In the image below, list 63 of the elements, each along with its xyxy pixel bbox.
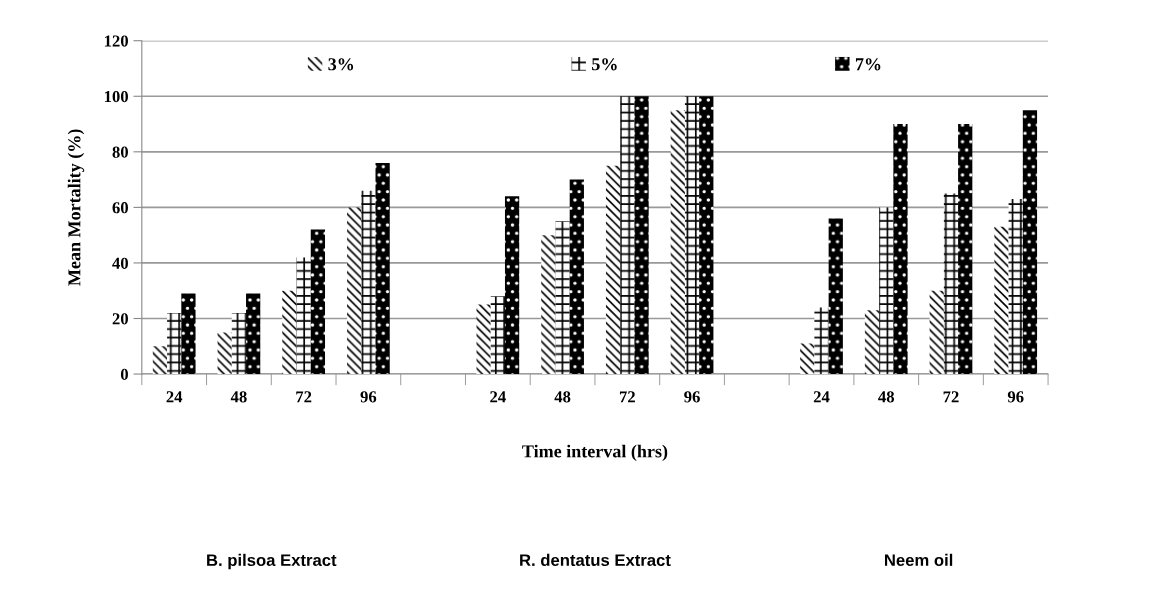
x-tick-label: 96 <box>360 391 377 403</box>
x-tick-label: 24 <box>490 391 506 403</box>
text: Neem oil <box>884 553 953 567</box>
x-tick-label: 48 <box>230 391 247 403</box>
bar <box>814 307 829 375</box>
y-tick-label: 0 <box>120 368 128 381</box>
bar <box>296 257 311 375</box>
bar <box>476 304 491 375</box>
x-tick-label: 24 <box>166 391 183 403</box>
y-tick-label: 60 <box>112 202 128 214</box>
bar <box>684 96 700 375</box>
bar <box>879 207 894 375</box>
bar <box>310 229 326 375</box>
bar <box>958 124 973 375</box>
bar <box>699 96 714 375</box>
legend-label: 5% <box>592 58 617 71</box>
bar <box>828 218 843 375</box>
x-axis-title: Time interval (hrs) <box>522 444 668 462</box>
y-tick-label: 80 <box>112 146 128 158</box>
bar <box>1008 199 1023 375</box>
bar <box>490 296 505 375</box>
legend-label: 7% <box>855 58 881 71</box>
bar <box>893 124 908 375</box>
bar <box>864 310 880 375</box>
y-tick-label: 100 <box>104 90 128 103</box>
x-tick-label: 72 <box>943 391 959 403</box>
bar <box>994 226 1009 375</box>
bar <box>181 293 196 375</box>
y-axis-title: Mean Mortality (%) <box>67 129 85 286</box>
x-tick-label: 96 <box>1007 391 1024 403</box>
bar <box>504 196 520 375</box>
bar <box>541 235 556 375</box>
x-tick-label: 72 <box>296 391 312 403</box>
y-tick-label: 20 <box>112 313 128 325</box>
x-tick-label: 96 <box>684 391 700 403</box>
x-tick-label: 48 <box>878 391 895 403</box>
x-tick-label: 72 <box>619 391 635 403</box>
legend-label: 3% <box>328 58 354 71</box>
text: B. pilsoa Extract <box>207 553 337 570</box>
y-tick-label: 120 <box>104 35 128 47</box>
x-tick-label: 48 <box>554 391 571 403</box>
bar <box>217 332 232 375</box>
bar <box>375 162 390 375</box>
bar <box>943 193 959 375</box>
bar <box>569 179 584 375</box>
bar <box>167 312 182 375</box>
bar <box>634 96 649 375</box>
y-tick-label: 40 <box>112 257 128 269</box>
bar <box>620 96 635 375</box>
bar <box>1022 110 1038 375</box>
text: R. dentatus Extract <box>520 553 671 567</box>
x-tick-label: 24 <box>813 391 830 403</box>
bar <box>800 343 815 375</box>
bar <box>929 290 944 375</box>
bar <box>670 110 685 375</box>
bar <box>361 190 376 375</box>
bar <box>555 221 570 375</box>
bar <box>282 290 297 375</box>
bar <box>246 293 261 375</box>
bar <box>231 312 247 375</box>
bar <box>605 165 621 375</box>
bar <box>152 346 168 375</box>
bar <box>347 207 362 375</box>
